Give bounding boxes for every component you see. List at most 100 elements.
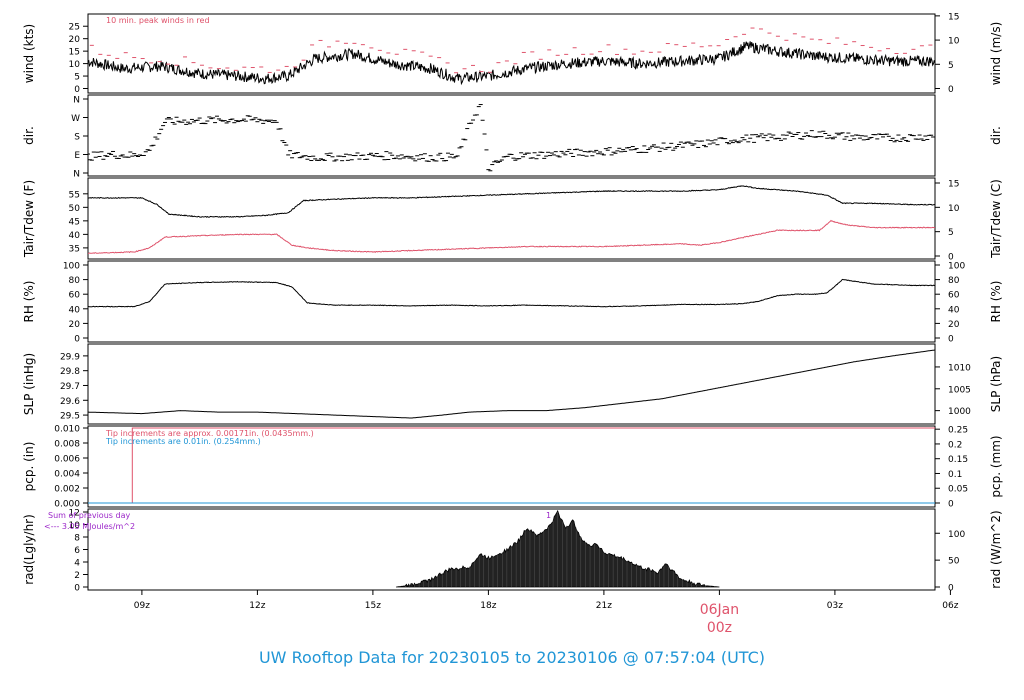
slp-marks	[88, 349, 935, 419]
temperature-ytick-label: 40	[69, 231, 81, 241]
precip-ylabel: pcp. (in)	[22, 442, 36, 492]
temperature-ytick-label: 50	[69, 204, 81, 214]
rh-marks	[88, 278, 935, 308]
temperature-marks	[88, 185, 935, 255]
wind-ytick-label: 25	[69, 23, 80, 33]
slp-ylabel: SLP (inHg)	[22, 353, 36, 415]
wind-ytick-right-label: 10	[948, 37, 960, 47]
precip-ytick-right-label: 0.25	[948, 426, 968, 436]
x-tick-label: 03z	[827, 601, 843, 611]
radiation-ytick-label: 2	[74, 571, 80, 581]
dir-ytick-label: W	[71, 114, 80, 124]
rh-ytick-right-label: 0	[948, 335, 954, 345]
dir-ytick-label: S	[74, 133, 80, 143]
radiation-ytick-label: 12	[69, 509, 80, 519]
rh-ytick-right-label: 80	[948, 276, 960, 286]
radiation-ytick-label: 6	[74, 546, 80, 556]
temperature-ytick-label: 55	[69, 190, 80, 200]
temperature-series-0	[88, 185, 935, 218]
rh-ytick-right-label: 20	[948, 320, 960, 330]
wind-ytick-right-label: 5	[948, 61, 954, 71]
x-tick-label: 18z	[480, 601, 496, 611]
precip-ytick-right-label: 0.2	[948, 440, 962, 450]
precip-ytick-label: 0.010	[54, 425, 80, 435]
x-tick-label: 00z	[707, 620, 732, 636]
slp-ytick-label: 29.8	[60, 367, 80, 377]
precip-ytick-label: 0.006	[54, 455, 80, 465]
radiation-ytick-right-label: 100	[948, 530, 965, 540]
slp-ytick-label: 29.5	[60, 412, 80, 422]
temperature-ytick-right-label: 15	[948, 180, 959, 190]
temperature-ytick-right-label: 5	[948, 228, 954, 238]
rh-frame	[87, 260, 936, 343]
precip-ytick-label: 0.000	[54, 500, 80, 510]
slp-ytick-right-label: 1005	[948, 385, 971, 395]
radiation-ytick-label: 0	[74, 584, 80, 594]
radiation-ytick-right-label: 50	[948, 557, 960, 567]
page-title: UW Rooftop Data for 20230105 to 20230106…	[258, 648, 766, 667]
wind-ytick-label: 5	[74, 73, 80, 83]
temperature-frame	[87, 177, 936, 260]
slp-ylabel-right: SLP (hPa)	[989, 356, 1003, 412]
temperature-ytick-right-label: 10	[948, 204, 960, 214]
x-date-label: 06Jan	[700, 602, 739, 618]
wind-ytick-right-label: 15	[948, 12, 959, 22]
dir-ytick-label: N	[73, 170, 80, 180]
radiation-marker-label: 1	[546, 511, 551, 520]
radiation-ytick-label: 4	[74, 559, 80, 569]
slp-ytick-label: 29.7	[60, 382, 80, 392]
x-tick-label: 06z	[942, 601, 958, 611]
wind-ytick-label: 0	[74, 85, 80, 95]
rh-ytick-right-label: 100	[948, 262, 965, 272]
x-tick-label: 09z	[134, 601, 150, 611]
temperature-ytick-label: 45	[69, 217, 80, 227]
slp-series-0	[88, 349, 935, 419]
dir-ytick-label: E	[74, 151, 80, 161]
temperature-series-1	[88, 219, 935, 255]
precip-ytick-label: 0.004	[54, 470, 80, 480]
wind-frame	[87, 13, 936, 94]
radiation-ylabel: rad(Lgly/hr)	[22, 514, 36, 585]
temperature-ylabel-right: Tair/Tdew (C)	[989, 179, 1003, 259]
rh-ytick-label: 60	[69, 291, 81, 301]
precip-annotation-red: Tip increments are approx. 0.00171in. (0…	[105, 429, 314, 438]
rh-ylabel: RH (%)	[22, 281, 36, 323]
temperature-ytick-right-label: 0	[948, 253, 954, 263]
rh-ytick-label: 80	[69, 276, 81, 286]
slp-frame	[87, 343, 936, 425]
precip-frame	[87, 425, 936, 508]
dir-marks	[88, 104, 935, 172]
rh-ytick-label: 0	[74, 335, 80, 345]
wind-ytick-right-label: 0	[948, 85, 954, 95]
temperature-ytick-label: 35	[69, 244, 80, 254]
precip-ytick-right-label: 0.05	[948, 485, 968, 495]
radiation-ytick-label: 10	[69, 521, 81, 531]
radiation-ylabel-right: rad (W/m^2)	[989, 510, 1003, 588]
radiation-sum-label: Sum of previous day	[48, 511, 130, 520]
rh-ytick-right-label: 60	[948, 291, 960, 301]
wind-marks	[88, 27, 935, 86]
slp-ytick-label: 29.9	[60, 352, 80, 362]
rh-ytick-label: 40	[69, 305, 81, 315]
wind-ytick-label: 20	[69, 35, 81, 45]
slp-ytick-label: 29.6	[60, 397, 80, 407]
radiation-sum-value: <--- 3.05 MJoules/m^2	[44, 522, 135, 531]
wind-annotation: 10 min. peak winds in red	[106, 16, 210, 25]
x-tick-label: 21z	[596, 601, 612, 611]
precip-marks	[88, 427, 935, 504]
slp-ytick-right-label: 1010	[948, 363, 971, 373]
wind-ytick-label: 15	[69, 48, 80, 58]
rh-series-0	[88, 278, 935, 308]
wind-series-0	[88, 41, 935, 86]
slp-ytick-right-label: 1000	[948, 407, 971, 417]
x-tick-label: 15z	[365, 601, 381, 611]
rh-ytick-right-label: 40	[948, 305, 960, 315]
rh-ytick-label: 100	[63, 262, 80, 272]
rh-ytick-label: 20	[69, 320, 81, 330]
x-tick-label: 12z	[249, 601, 265, 611]
precip-ytick-label: 0.002	[54, 485, 80, 495]
wind-ytick-label: 10	[69, 60, 81, 70]
wind-ylabel: wind (kts)	[22, 24, 36, 83]
dir-ylabel: dir.	[22, 126, 36, 145]
